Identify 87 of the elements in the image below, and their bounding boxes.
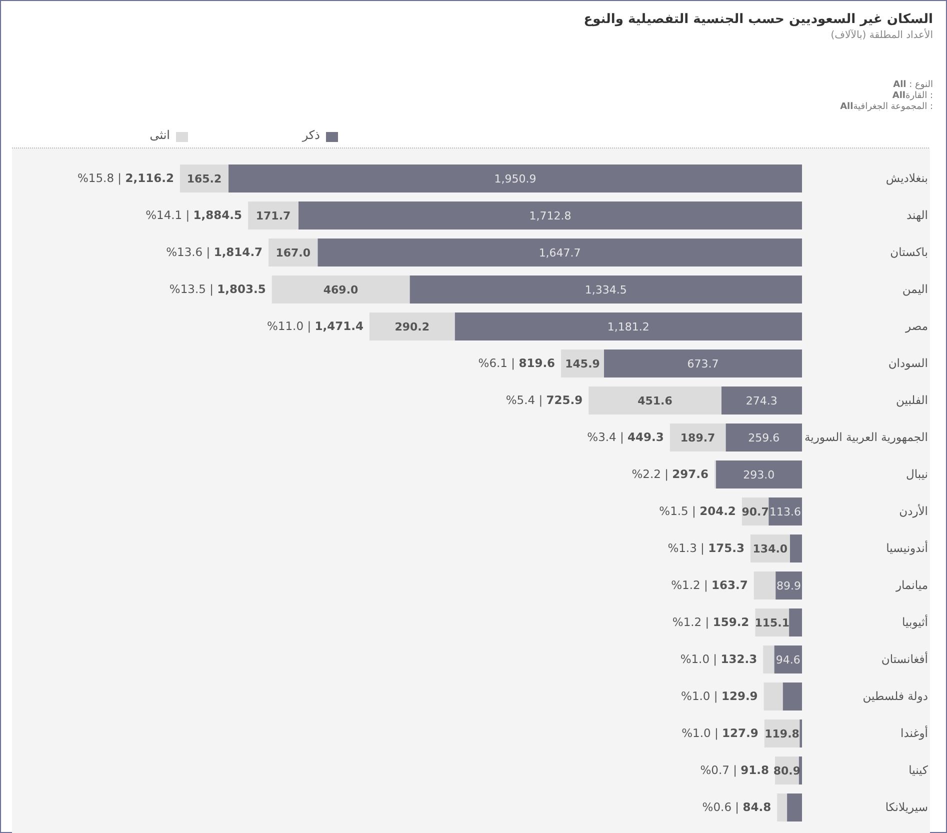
legend: انثى — [150, 128, 170, 142]
bar — [790, 534, 802, 562]
bar — [782, 682, 802, 710]
bar — [716, 460, 802, 488]
data-label: 189.7 — [680, 432, 716, 444]
total: %14.1 | 1,884.5 — [146, 208, 242, 222]
bar — [670, 424, 726, 452]
data-label: 167.0 — [276, 246, 311, 260]
data-label: 1,712.8 — [529, 210, 572, 222]
data-label: 274.3 — [746, 394, 778, 408]
bar — [588, 386, 722, 414]
category: نيبال — [906, 466, 928, 480]
category: باكستان — [890, 244, 928, 258]
legend: ذكر — [302, 128, 320, 142]
category: الأردن — [899, 504, 928, 518]
total: %1.2 | 159.2 — [672, 614, 750, 628]
total: %1.2 | 163.7 — [671, 578, 748, 592]
total: %15.8 | 2,116.2 — [77, 170, 174, 184]
category: ميانمار — [896, 578, 928, 592]
bar — [248, 202, 299, 230]
total: %13.6 | 1,814.7 — [166, 244, 263, 258]
category: أثيوبيا — [902, 614, 928, 628]
total: %1.5 | 204.2 — [659, 504, 736, 518]
bar — [298, 202, 802, 230]
data-label: 171.7 — [256, 210, 291, 222]
bar — [764, 682, 783, 710]
bar — [228, 164, 802, 192]
category: اليمن — [902, 282, 928, 296]
total: %0.6 | 84.8 — [702, 800, 772, 814]
bar — [369, 312, 455, 340]
bar — [454, 312, 802, 340]
data-label: 451.6 — [638, 394, 673, 408]
bar — [721, 386, 802, 414]
total: %1.0 | 132.3 — [680, 652, 758, 666]
total: %6.1 | 819.6 — [478, 356, 556, 370]
data-label: 119.8 — [764, 728, 800, 740]
data-label: 1,334.5 — [584, 284, 627, 296]
bar — [604, 350, 802, 378]
data-label: 1,950.9 — [494, 172, 536, 186]
data-label: 134.0 — [752, 542, 788, 556]
total: %1.0 | 127.9 — [682, 726, 758, 740]
category: الفلبين — [896, 392, 928, 406]
total: %1.3 | 175.3 — [668, 540, 744, 554]
data-label: 113.6 — [770, 506, 802, 518]
data-label: 290.2 — [394, 320, 430, 334]
total: %0.7 | 91.8 — [700, 762, 770, 776]
data-label: 115.1 — [754, 616, 790, 630]
category: سيريلانكا — [885, 800, 928, 814]
data-label: 89.9 — [776, 580, 802, 592]
bar — [787, 794, 802, 822]
total: %1.0 | 129.9 — [681, 688, 758, 702]
total: %2.2 | 297.6 — [632, 466, 709, 480]
category: أندونيسيا — [886, 540, 928, 554]
subtitle: الأعداد المطلقة (بالآلاف) — [830, 30, 933, 41]
data-label: 145.9 — [565, 358, 600, 370]
total: %13.5 | 1,803.5 — [169, 282, 266, 296]
category: كينيا — [908, 762, 928, 776]
total: %11.0 | 1,471.4 — [267, 318, 364, 332]
bar — [726, 424, 802, 452]
bar — [777, 794, 788, 822]
title: السكان غير السعوديين حسب الجنسية التفصيلية والنوع — [584, 12, 933, 27]
category: الجمهورية العربية السورية — [804, 430, 928, 444]
category: أوغندا — [900, 726, 928, 740]
total: %5.4 | 725.9 — [506, 392, 583, 406]
data-label: 469.0 — [323, 284, 359, 296]
data-label: 1,647.7 — [538, 246, 581, 260]
data-label: 94.6 — [776, 654, 800, 666]
data-label: 293.0 — [743, 468, 775, 482]
bar — [754, 572, 776, 600]
category: دولة فلسطين — [862, 688, 928, 702]
bar — [768, 498, 802, 526]
data-label: 1,181.2 — [607, 320, 650, 334]
category: الهند — [906, 208, 928, 222]
bar — [272, 276, 410, 304]
bar — [318, 238, 802, 266]
category: السودان — [888, 356, 928, 370]
bar — [410, 276, 802, 304]
data-label: 90.7 — [742, 506, 769, 518]
category: أفغانستان — [881, 652, 928, 666]
data-label: 259.6 — [748, 432, 780, 444]
data-label: 165.2 — [186, 172, 222, 186]
category: بنغلاديش — [886, 170, 928, 184]
bar — [789, 608, 802, 636]
category: مصر — [906, 318, 928, 332]
total: %3.4 | 449.3 — [587, 430, 664, 444]
bar — [763, 646, 774, 674]
data-label: 673.7 — [687, 358, 719, 370]
